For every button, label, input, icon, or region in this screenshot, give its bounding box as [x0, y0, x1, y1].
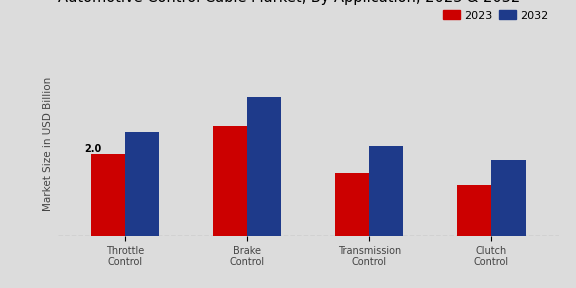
Y-axis label: Market Size in USD Billion: Market Size in USD Billion [43, 77, 54, 211]
Bar [491, 160, 526, 236]
Text: Automotive Control Cable Market, By Application, 2023 & 2032: Automotive Control Cable Market, By Appl… [58, 0, 520, 5]
Bar [369, 146, 404, 236]
Bar [247, 97, 281, 236]
Bar [125, 132, 159, 236]
Bar [213, 126, 247, 236]
Text: 2.0: 2.0 [84, 144, 101, 154]
Bar [90, 154, 125, 236]
Bar [457, 185, 491, 236]
Legend: 2023, 2032: 2023, 2032 [439, 6, 553, 25]
Bar [335, 173, 369, 236]
